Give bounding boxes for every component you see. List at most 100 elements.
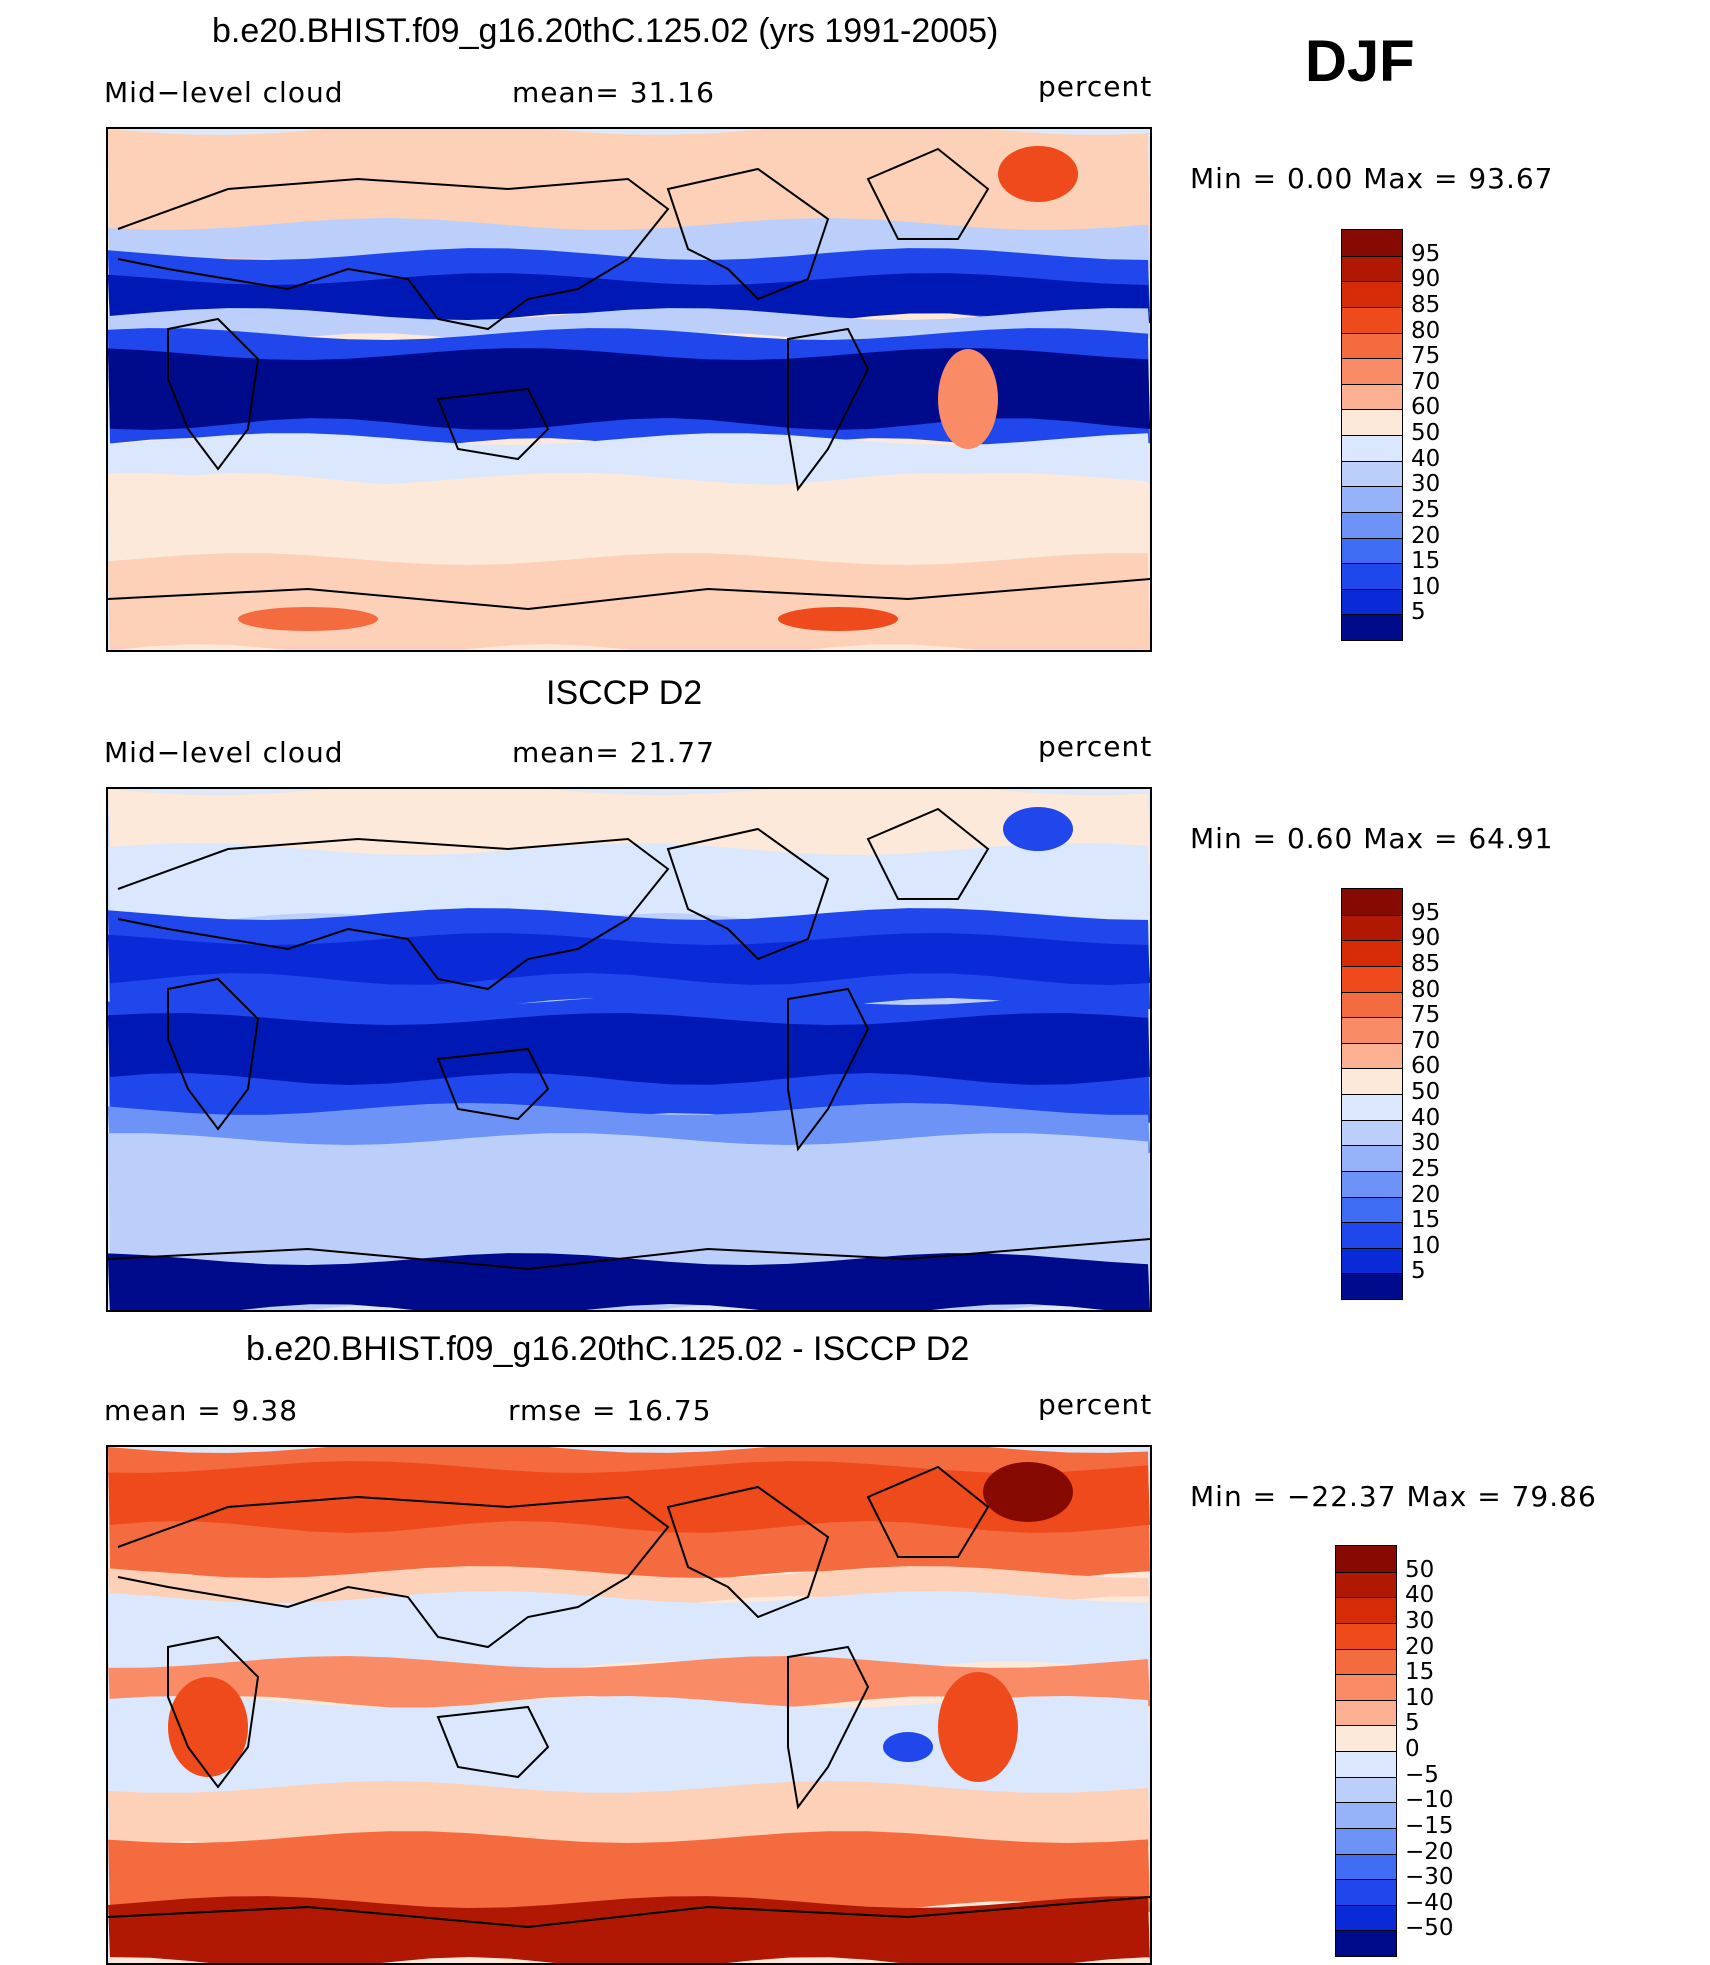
coastline-outline	[787, 1645, 870, 1810]
greenland-minimum	[1003, 807, 1073, 851]
colorbar-segment	[1342, 383, 1402, 410]
colorbar-tick-label: 25	[1411, 1155, 1441, 1182]
east-pacific-minimum	[883, 1732, 933, 1762]
colorbar-tick-label: 20	[1405, 1633, 1435, 1660]
colorbar-segment	[1336, 1827, 1396, 1854]
colorbar-tick-label: 90	[1411, 266, 1441, 293]
colorbar-tick-label: 20	[1411, 522, 1441, 549]
colorbar-segment	[1342, 965, 1402, 992]
colorbar-segment	[1342, 1094, 1402, 1120]
colorbar-tick-label: 95	[1411, 899, 1441, 926]
panel-3-rmse-label: rmse = 16.75	[508, 1394, 712, 1427]
colorbar-tick-label: 85	[1411, 950, 1441, 977]
coastline-outline	[787, 987, 870, 1152]
colorbar-segment	[1342, 614, 1402, 640]
panel-2-map-plot	[108, 789, 1150, 1310]
colorbar-tick-label: −30	[1405, 1864, 1454, 1891]
colorbar-segment	[1336, 1699, 1396, 1726]
colorbar-tick-label: 80	[1411, 976, 1441, 1003]
panel-2-units-label: percent	[1038, 730, 1153, 763]
southern-ocean-band	[108, 1133, 1150, 1255]
coastline-outline	[108, 578, 1150, 611]
panel-1-title: b.e20.BHIST.f09_g16.20thC.125.02 (yrs 19…	[212, 12, 999, 50]
colorbar-tick-label: 70	[1411, 368, 1441, 395]
panel-1-min-max: Min = 0.00 Max = 93.67	[1190, 162, 1554, 195]
panel-2-variable-label: Mid−level cloud	[104, 736, 344, 769]
colorbar-tick-label: 90	[1411, 925, 1441, 952]
colorbar-tick-label: 5	[1411, 1258, 1426, 1285]
colorbar-tick-label: 85	[1411, 291, 1441, 318]
colorbar-segment	[1342, 563, 1402, 589]
colorbar-tick-label: 50	[1411, 420, 1441, 446]
colorbar-segment	[1342, 1222, 1402, 1248]
colorbar-tick-label: 0	[1405, 1736, 1420, 1762]
coastline-outline	[167, 1635, 260, 1789]
colorbar-tick-label: 5	[1405, 1710, 1420, 1737]
panel-1-mean-label: mean= 31.16	[512, 76, 715, 109]
colorbar-tick-label: 40	[1411, 445, 1441, 472]
panel-2-min-max: Min = 0.60 Max = 64.91	[1190, 822, 1554, 855]
southern-midlat-band	[108, 433, 1150, 485]
colorbar-tick-label: 15	[1411, 548, 1441, 575]
panel-2-mean-label: mean= 21.77	[512, 736, 715, 769]
panel-1-units-label: percent	[1038, 70, 1153, 103]
colorbar-tick-label: 50	[1405, 1556, 1435, 1583]
colorbar-segment	[1342, 1119, 1402, 1146]
antarctic-band	[108, 553, 1150, 650]
africa-maximum	[168, 1677, 248, 1777]
colorbar-segment	[1336, 1725, 1396, 1751]
colorbar-segment	[1342, 1170, 1402, 1197]
north-subtropic-band	[108, 1591, 1150, 1673]
coastline-outline	[117, 837, 670, 991]
equatorial-band	[108, 1656, 1150, 1708]
colorbar-tick-label: 10	[1411, 1232, 1441, 1259]
colorbar-tick-label: 25	[1411, 496, 1441, 523]
colorbar-segment	[1336, 1674, 1396, 1700]
colorbar-segment	[1342, 486, 1402, 512]
colorbar-segment	[1342, 1273, 1402, 1299]
colorbar-tick-label: 10	[1411, 573, 1441, 600]
coastline-outline	[787, 327, 870, 492]
coastline-outline	[866, 147, 990, 240]
colorbar-tick-label: 20	[1411, 1181, 1441, 1208]
colorbar-segment	[1342, 255, 1402, 282]
colorbar-segment	[1336, 1597, 1396, 1623]
colorbar-segment	[1342, 511, 1402, 538]
colorbar-tick-label: −5	[1405, 1761, 1439, 1788]
colorbar-segment	[1342, 588, 1402, 615]
panel-3-colorbar	[1335, 1545, 1397, 1957]
colorbar-tick-label: 50	[1411, 1079, 1441, 1105]
season-label: DJF	[1305, 29, 1415, 94]
coastline-outline	[436, 1705, 550, 1779]
panel-3-title: b.e20.BHIST.f09_g16.20thC.125.02 - ISCCP…	[246, 1330, 970, 1368]
panel-3-min-max: Min = −22.37 Max = 79.86	[1190, 1480, 1597, 1513]
colorbar-tick-label: 15	[1405, 1659, 1435, 1686]
panel-1-map	[106, 127, 1152, 652]
panel-3-mean-label: mean = 9.38	[104, 1394, 299, 1427]
south-subtropic-core	[108, 348, 1150, 430]
panel-1-variable-label: Mid−level cloud	[104, 76, 344, 109]
colorbar-tick-label: 40	[1411, 1104, 1441, 1131]
colorbar-segment	[1336, 1546, 1396, 1572]
coastline-outline	[108, 1896, 1150, 1929]
colorbar-tick-label: 60	[1411, 394, 1441, 421]
colorbar-segment	[1342, 460, 1402, 487]
panel-3-units-label: percent	[1038, 1388, 1153, 1421]
colorbar-segment	[1336, 1622, 1396, 1649]
subarctic-band	[108, 843, 1150, 925]
colorbar-segment	[1336, 1751, 1396, 1777]
colorbar-tick-label: 15	[1411, 1207, 1441, 1234]
colorbar-segment	[1342, 1017, 1402, 1043]
antarctic-band	[108, 1896, 1150, 1963]
colorbar-segment	[1342, 306, 1402, 333]
antarctic-maximum-west	[238, 607, 378, 631]
colorbar-segment	[1342, 435, 1402, 461]
greenland-maximum	[998, 146, 1078, 202]
greenland-maximum	[983, 1462, 1073, 1522]
colorbar-tick-label: 30	[1411, 1130, 1441, 1157]
coastline-outline	[866, 807, 990, 900]
coastline-outline	[666, 1485, 830, 1619]
colorbar-segment	[1342, 332, 1402, 359]
colorbar-segment	[1342, 1247, 1402, 1274]
panel-2-title: ISCCP D2	[546, 674, 703, 712]
